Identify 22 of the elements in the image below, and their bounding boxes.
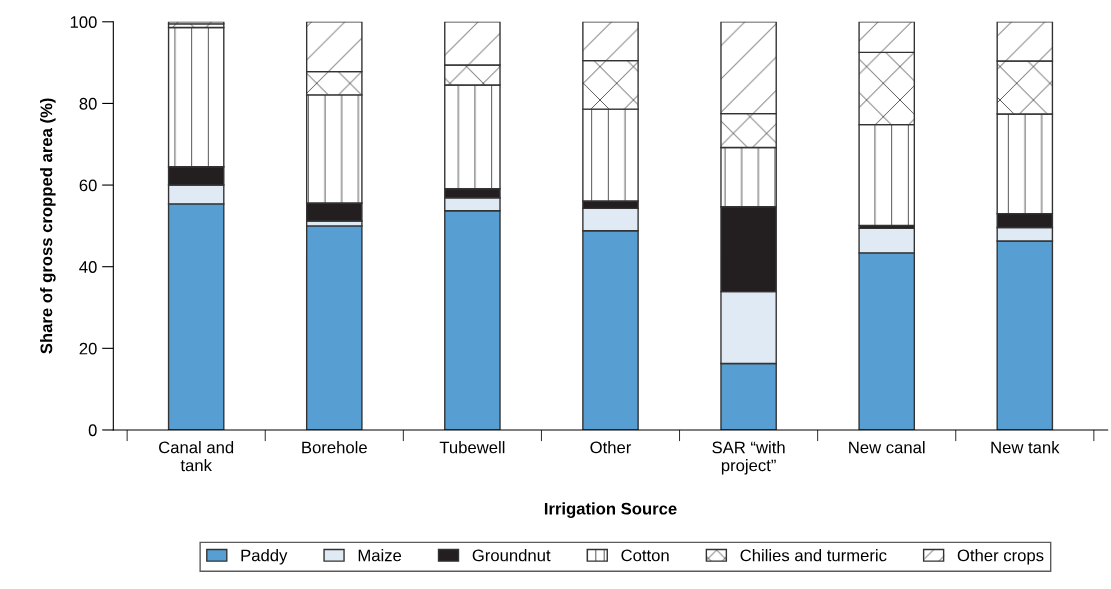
y-tick-label: 100 [70,16,97,28]
x-tick-label: Canal and tank [159,441,234,472]
y-tick-label: 80 [79,97,97,110]
x-tick-label: Other [590,441,632,454]
bar [305,225,363,430]
legend-label: Cotton [621,549,669,562]
x-tick-label: Borehole [302,441,367,454]
x-tick-label: New tank [991,441,1060,454]
legend-label: Paddy [241,549,288,565]
legend-label: Groundnut [472,549,551,562]
x-tick-label: SAR “with project” [712,441,785,475]
x-tick-label: New canal [849,441,925,454]
legend-label: Chilies and turmeric [740,549,887,562]
legend-label: Maize [358,549,402,562]
y-axis-title: Share of gross cropped area (%) [40,98,56,354]
y-tick-label: 0 [88,424,97,437]
x-axis-title: Irrigation Source [544,502,677,518]
y-tick-label: 60 [79,179,97,192]
y-tick-label: 20 [79,342,97,355]
y-tick-label: 40 [79,261,97,273]
x-tick-label: Tubewell [439,441,505,454]
legend-label: Other crops [957,549,1044,565]
